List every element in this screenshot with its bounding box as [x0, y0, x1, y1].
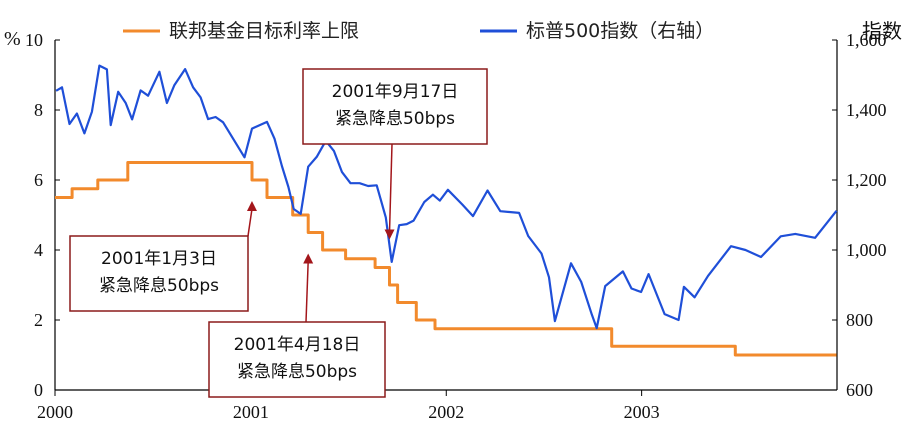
y-right-tick-label: 1,200	[846, 170, 887, 190]
y-right-tick-label: 600	[846, 380, 873, 400]
y-right-tick-label: 1,000	[846, 240, 887, 260]
x-tick-label: 2000	[37, 402, 73, 422]
x-tick-label: 2003	[624, 402, 660, 422]
y-right-tick-label: 800	[846, 310, 873, 330]
series-layer	[55, 64, 838, 357]
annotation-text: 2001年9月17日	[332, 82, 459, 102]
legend-label: 联邦基金目标利率上限	[169, 20, 359, 42]
y-left-tick-label: 4	[34, 240, 43, 260]
annotation-arrowhead	[303, 253, 314, 264]
annotation-arrow-line	[305, 261, 309, 323]
annotation-text: 紧急降息50bps	[335, 109, 455, 129]
x-tick-label: 2002	[428, 402, 464, 422]
annotation-arrow-line	[247, 208, 253, 237]
axes: 0 2 4 6 8 10 600 800 1,000 1,200 1,400 1,600 2000 200…	[25, 30, 887, 422]
fed-funds-rate-line	[55, 161, 837, 357]
annotation-arrow-line	[388, 143, 393, 232]
y-left-tick-label: 0	[34, 380, 43, 400]
annotation-arrowhead	[246, 201, 257, 211]
y-left-tick-label: 8	[34, 100, 43, 120]
annotation-text: 紧急降息50bps	[99, 276, 219, 296]
legend-label: 标普500指数（右轴）	[526, 20, 714, 42]
annotation-box	[69, 235, 249, 312]
annotation-arrowhead	[384, 229, 395, 240]
y-right-tick-label: 1,400	[846, 100, 887, 120]
sp500-line	[55, 64, 838, 330]
legend: 联邦基金目标利率上限 标普500指数（右轴）	[123, 20, 714, 42]
y-right-tick-label: 1,600	[846, 30, 887, 50]
y-left-tick-label: 2	[34, 310, 43, 330]
annotation-box	[208, 321, 386, 398]
annotations: 2001年1月3日紧急降息50bps2001年4月18日紧急降息50bps200…	[69, 68, 488, 398]
annotation-box	[302, 68, 488, 145]
annotation-text: 紧急降息50bps	[237, 362, 357, 382]
y-left-unit: %	[4, 28, 21, 50]
x-tick-label: 2001	[233, 402, 269, 422]
y-left-tick-label: 6	[34, 170, 43, 190]
annotation-text: 2001年4月18日	[234, 335, 361, 355]
annotation-text: 2001年1月3日	[101, 249, 217, 269]
y-right-unit: 指数	[862, 20, 902, 43]
y-left-tick-label: 10	[25, 30, 43, 50]
